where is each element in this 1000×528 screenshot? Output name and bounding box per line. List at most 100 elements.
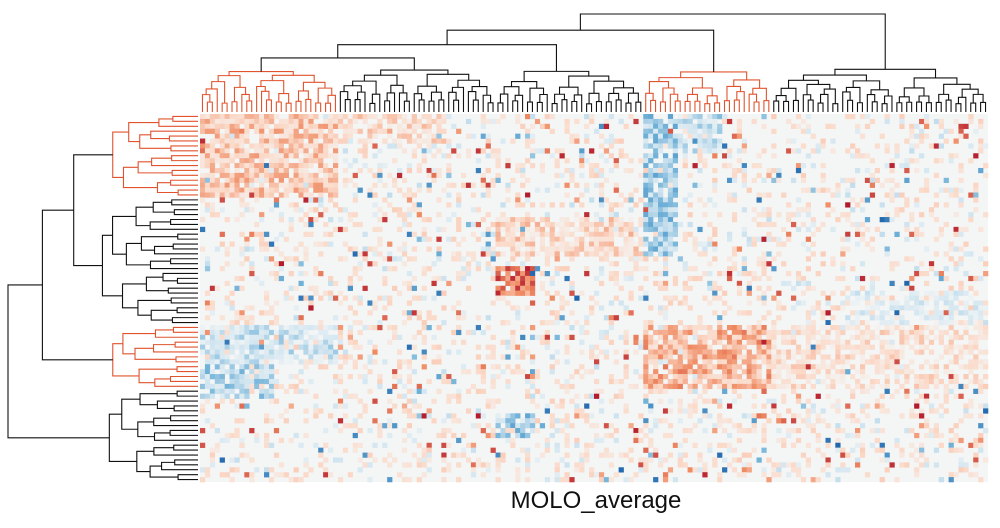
heatmap-cell [835,192,841,198]
heatmap-cell [239,138,245,144]
heatmap-cell [983,143,989,149]
heatmap-cell [618,118,624,125]
heatmap-cell [495,158,501,164]
heatmap-cell [392,114,398,120]
heatmap-cell [717,329,723,336]
heatmap-cell [667,231,674,237]
heatmap-cell [416,236,422,242]
heatmap-cell [805,344,811,350]
heatmap-cell [589,305,595,311]
heatmap-cell [835,477,841,483]
heatmap-cell [298,114,304,120]
heatmap-cell [347,275,353,282]
heatmap-cell [362,153,368,159]
heatmap-cell [722,383,728,390]
heatmap-cell [894,320,900,326]
heatmap-cell [505,236,511,242]
heatmap-cell [805,212,811,218]
row-dendrogram-branch [153,447,198,456]
heatmap-cell [224,388,230,394]
heatmap-cell [441,305,447,311]
heatmap-cell [342,447,349,453]
heatmap-cell [643,364,649,370]
heatmap-cell [214,158,220,164]
heatmap-cell [914,467,920,473]
heatmap-cell [264,290,270,296]
heatmap-cell [525,246,531,252]
heatmap-cell [490,349,496,355]
heatmap-cell [948,447,954,453]
heatmap-cell [200,158,206,164]
heatmap-cell [347,472,353,478]
heatmap-cell [544,271,550,277]
heatmap-cell [919,118,925,125]
heatmap-cell [273,334,280,341]
heatmap-cell [397,246,403,252]
heatmap-cell [323,329,329,336]
heatmap-cell [879,477,885,483]
heatmap-cell [884,408,890,414]
heatmap-cell [273,378,280,385]
heatmap-cell [594,423,600,429]
heatmap-cell [273,452,280,458]
heatmap-cell [973,324,979,331]
heatmap-cell [259,182,265,188]
heatmap-cell [948,324,954,331]
heatmap-cell [525,275,531,282]
heatmap-cell [278,251,285,257]
heatmap-cell [416,163,422,169]
heatmap-cell [968,212,974,218]
heatmap-cell [416,187,422,193]
heatmap-cell [278,413,285,419]
heatmap-cell [613,138,619,144]
heatmap-cell [869,334,876,341]
heatmap-cell [904,369,910,375]
heatmap-cell [259,334,265,341]
heatmap-cell [584,457,590,463]
heatmap-cell [805,128,811,134]
heatmap-cell [520,334,526,341]
heatmap-cell [717,148,723,154]
heatmap-cell [268,118,275,125]
heatmap-cell [825,354,831,360]
heatmap-cell [441,477,447,483]
heatmap-cell [529,428,536,434]
heatmap-cell [943,221,949,228]
heatmap-cell [352,432,358,439]
heatmap-cell [662,477,669,483]
heatmap-cell [387,192,393,198]
heatmap-cell [859,275,866,282]
heatmap-cell [529,148,536,154]
heatmap-cell [224,359,230,365]
heatmap-cell [485,143,491,149]
heatmap-cell [731,457,738,463]
heatmap-cell [766,221,772,228]
heatmap-cell [584,212,590,218]
heatmap-cell [608,261,614,267]
heatmap-cell [741,359,747,365]
heatmap-cell [574,138,580,144]
heatmap-cell [594,251,600,257]
heatmap-cell [234,192,240,198]
heatmap-cell [594,217,600,223]
heatmap-cell [209,182,216,188]
heatmap-cell [229,187,235,193]
heatmap-cell [401,261,408,267]
heatmap-cell [751,418,757,424]
heatmap-cell [628,114,634,120]
heatmap-cell [850,300,856,306]
column-dendrogram-branch [608,92,620,102]
heatmap-cell [850,197,856,203]
heatmap-cell [505,241,511,247]
column-dendrogram-branch [261,90,270,112]
heatmap-cell [318,123,324,130]
heatmap-cell [594,241,600,247]
heatmap-cell [781,261,787,267]
heatmap-cell [776,359,782,365]
heatmap-cell [810,305,816,311]
heatmap-cell [958,197,964,203]
heatmap-cell [810,428,816,434]
heatmap-cell [401,192,408,198]
heatmap-cell [411,192,417,198]
heatmap-cell [594,388,600,394]
